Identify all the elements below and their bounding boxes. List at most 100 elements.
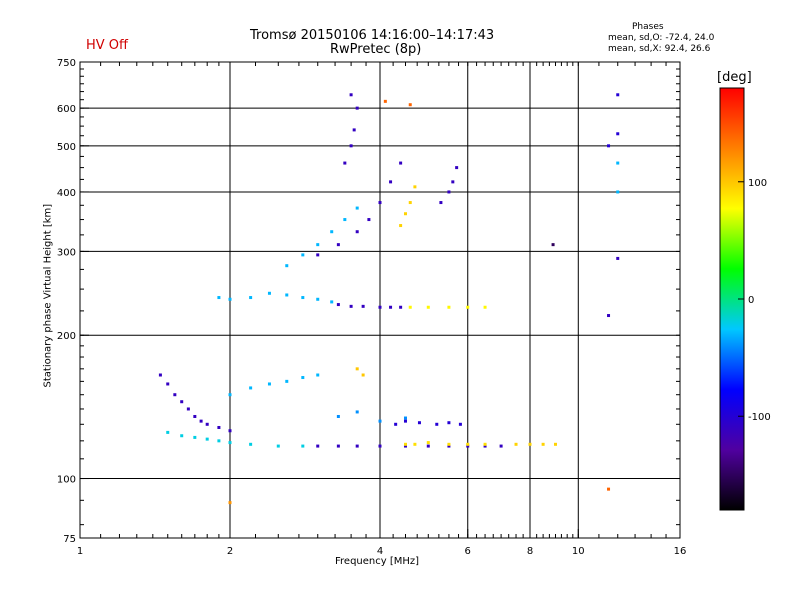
data-point xyxy=(447,305,451,309)
data-point xyxy=(199,419,203,423)
data-point xyxy=(408,201,412,205)
data-point xyxy=(355,410,359,414)
data-point xyxy=(352,128,356,132)
data-point xyxy=(330,300,334,304)
data-point xyxy=(607,487,611,491)
x-axis-label: Frequency [MHz] xyxy=(335,556,420,567)
data-point xyxy=(528,442,532,446)
y-tick-label: 600 xyxy=(57,104,76,115)
data-point xyxy=(403,442,407,446)
data-point xyxy=(349,93,353,97)
data-point xyxy=(417,421,421,425)
data-point xyxy=(403,444,407,448)
data-point xyxy=(466,442,470,446)
data-point xyxy=(403,419,407,423)
data-point xyxy=(458,422,462,426)
data-point xyxy=(343,218,347,222)
data-point xyxy=(355,206,359,210)
data-point xyxy=(330,230,334,234)
data-point xyxy=(361,373,365,377)
data-point xyxy=(228,297,232,301)
data-point xyxy=(455,166,459,170)
data-point xyxy=(205,437,209,441)
data-point xyxy=(394,422,398,426)
data-point xyxy=(228,501,232,505)
chart-subtitle: RwPretec (8p) xyxy=(330,42,422,57)
data-point xyxy=(355,106,359,110)
data-point xyxy=(180,400,184,404)
data-point xyxy=(426,444,430,448)
x-tick-label: 4 xyxy=(377,546,383,557)
x-tick-label: 1 xyxy=(77,546,83,557)
data-point xyxy=(413,185,417,189)
y-tick-label: 300 xyxy=(57,247,76,258)
data-point xyxy=(389,180,393,184)
data-point xyxy=(616,161,620,165)
data-point xyxy=(551,243,555,247)
data-point xyxy=(399,161,403,165)
data-point xyxy=(426,305,430,309)
data-point xyxy=(447,190,451,194)
data-point xyxy=(249,386,253,390)
data-point xyxy=(205,422,209,426)
data-point xyxy=(193,414,197,418)
data-point xyxy=(378,305,382,309)
data-point xyxy=(355,367,359,371)
data-point xyxy=(158,373,162,377)
data-point xyxy=(249,442,253,446)
data-point xyxy=(399,305,403,309)
data-point xyxy=(616,132,620,136)
data-point xyxy=(349,304,353,308)
data-point xyxy=(483,442,487,446)
data-point xyxy=(616,93,620,97)
data-point xyxy=(166,382,170,386)
data-point xyxy=(249,296,253,300)
data-point xyxy=(316,297,320,301)
data-point xyxy=(435,422,439,426)
data-point xyxy=(301,444,305,448)
data-point xyxy=(383,99,387,103)
data-point xyxy=(466,444,470,448)
data-point xyxy=(228,441,232,445)
data-point xyxy=(607,144,611,148)
y-axis-label: Stationary phase Virtual Height [km] xyxy=(42,203,54,388)
data-point xyxy=(217,425,221,429)
x-tick-label: 16 xyxy=(674,546,687,557)
data-point xyxy=(439,201,443,205)
data-point xyxy=(403,416,407,420)
x-tick-label: 6 xyxy=(465,546,471,557)
data-point xyxy=(217,439,221,443)
data-point xyxy=(378,201,382,205)
data-point xyxy=(336,444,340,448)
data-point xyxy=(426,441,430,445)
data-point xyxy=(355,444,359,448)
data-point xyxy=(553,442,557,446)
data-point xyxy=(378,444,382,448)
data-point xyxy=(267,291,271,295)
data-point xyxy=(343,161,347,165)
data-point xyxy=(301,376,305,380)
data-point xyxy=(316,243,320,247)
data-point xyxy=(316,444,320,448)
colorbar-tick-label: -100 xyxy=(748,412,771,423)
data-point xyxy=(378,419,382,423)
data-point xyxy=(616,256,620,260)
data-point xyxy=(389,305,393,309)
data-point xyxy=(180,434,184,438)
data-point xyxy=(355,230,359,234)
y-tick-label: 75 xyxy=(63,534,76,545)
hv-status-label: HV Off xyxy=(86,38,128,53)
data-point xyxy=(301,296,305,300)
y-tick-label: 100 xyxy=(57,475,76,486)
data-point xyxy=(336,243,340,247)
data-point xyxy=(193,435,197,439)
data-point xyxy=(217,296,221,300)
data-point xyxy=(616,190,620,194)
data-point xyxy=(276,444,280,448)
colorbar-tick-label: 100 xyxy=(748,178,767,189)
phases-stats-x: mean, sd,X: 92.4, 26.6 xyxy=(608,44,711,54)
data-point xyxy=(447,444,451,448)
data-point xyxy=(267,382,271,386)
data-point xyxy=(285,379,289,383)
